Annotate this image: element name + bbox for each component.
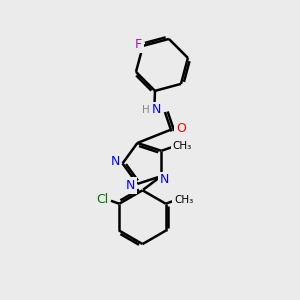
Text: H: H — [142, 105, 149, 115]
Text: N: N — [160, 173, 169, 186]
Text: Cl: Cl — [96, 194, 109, 206]
Text: CH₃: CH₃ — [174, 195, 194, 205]
Text: F: F — [135, 38, 142, 51]
Text: N: N — [152, 103, 161, 116]
Text: N: N — [110, 155, 120, 168]
Text: N: N — [126, 179, 136, 192]
Text: CH₃: CH₃ — [173, 141, 192, 151]
Text: O: O — [176, 122, 186, 135]
